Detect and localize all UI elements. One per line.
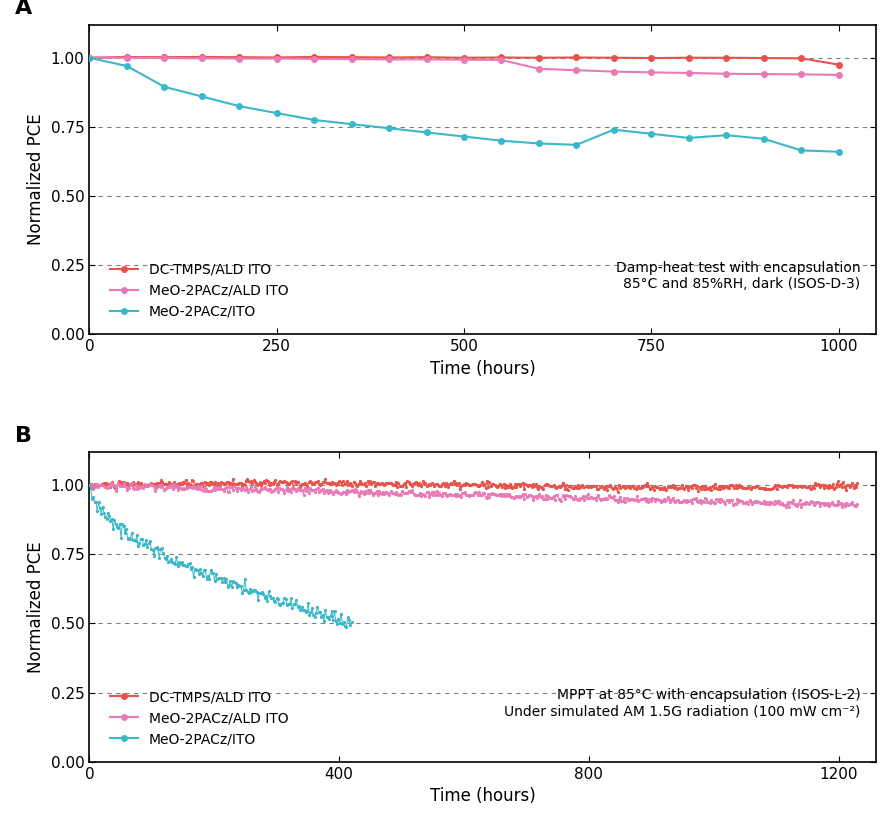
- Legend: DC-TMPS/ALD ITO, MeO-2PACz/ALD ITO, MeO-2PACz/ITO: DC-TMPS/ALD ITO, MeO-2PACz/ALD ITO, MeO-…: [105, 685, 294, 752]
- X-axis label: Time (hours): Time (hours): [430, 360, 536, 378]
- Text: A: A: [14, 0, 32, 18]
- Y-axis label: Normalized PCE: Normalized PCE: [27, 114, 46, 245]
- X-axis label: Time (hours): Time (hours): [430, 787, 536, 805]
- Y-axis label: Normalized PCE: Normalized PCE: [27, 541, 46, 672]
- Text: B: B: [14, 426, 31, 446]
- Legend: DC-TMPS/ALD ITO, MeO-2PACz/ALD ITO, MeO-2PACz/ITO: DC-TMPS/ALD ITO, MeO-2PACz/ALD ITO, MeO-…: [105, 257, 294, 324]
- Text: Damp-heat test with encapsulation
85°C and 85%RH, dark (ISOS-D-3): Damp-heat test with encapsulation 85°C a…: [616, 260, 860, 291]
- Text: MPPT at 85°C with encapsulation (ISOS-L-2)
Under simulated AM 1.5G radiation (10: MPPT at 85°C with encapsulation (ISOS-L-…: [504, 688, 860, 718]
